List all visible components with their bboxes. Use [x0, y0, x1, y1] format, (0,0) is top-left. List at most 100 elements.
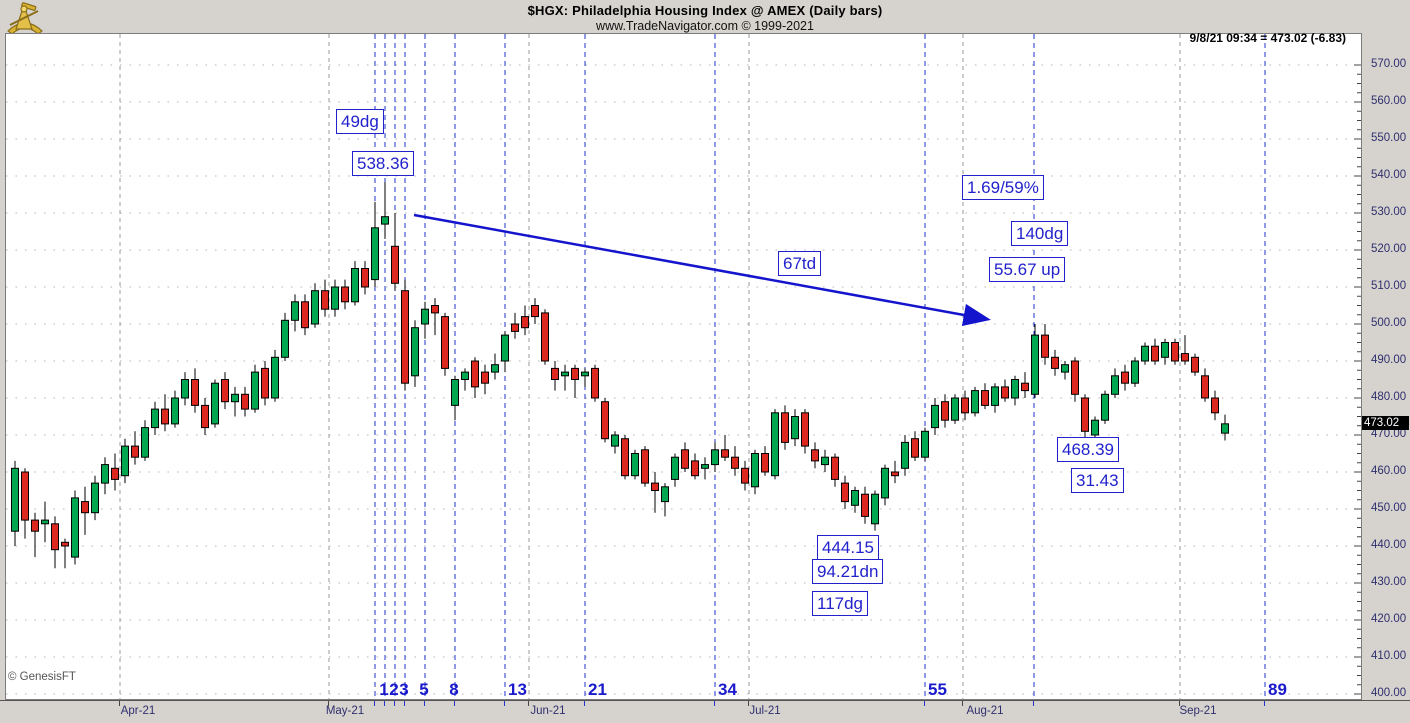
- candle-body-up: [1031, 334, 1039, 395]
- candle-body-down: [361, 268, 369, 288]
- candle-body-down: [321, 290, 329, 310]
- candle-body-down: [111, 467, 119, 480]
- candle-body-down: [731, 456, 739, 469]
- x-axis-tick: [384, 701, 385, 706]
- candle-body-down: [401, 290, 409, 384]
- annotation-label[interactable]: 444.15: [817, 535, 879, 560]
- candle-body-up: [181, 379, 189, 399]
- annotation-label[interactable]: 94.21dn: [812, 559, 884, 584]
- candle-body-down: [781, 412, 789, 443]
- candle-body-up: [1091, 419, 1099, 436]
- fib-day-number[interactable]: 3: [399, 680, 409, 699]
- downtrend-arrow[interactable]: [413, 213, 991, 327]
- fib-day-number[interactable]: 5: [419, 680, 429, 699]
- y-axis-label: 480.00: [1371, 391, 1407, 403]
- candle-body-down: [911, 438, 919, 458]
- candle-body-down: [761, 453, 769, 473]
- fib-day-number[interactable]: 13: [508, 680, 527, 699]
- candle-body-down: [621, 438, 629, 477]
- candle-body-down: [221, 379, 229, 403]
- x-axis-month-label: Jun-21: [530, 705, 566, 717]
- x-axis-tick: [962, 701, 963, 706]
- candle-body-up: [311, 290, 319, 325]
- candle-body-up: [1111, 375, 1119, 395]
- candle-body-up: [561, 371, 569, 377]
- candle-body-up: [91, 482, 99, 514]
- annotation-label[interactable]: 55.67 up: [989, 257, 1066, 282]
- candle-body-down: [861, 493, 869, 517]
- y-axis-label: 530.00: [1371, 206, 1407, 218]
- candle-body-up: [771, 412, 779, 477]
- annotation-label[interactable]: 538.36: [352, 151, 414, 176]
- candle-body-down: [651, 482, 659, 492]
- candle-body-up: [41, 519, 49, 525]
- candle-body-up: [351, 268, 359, 303]
- candle-body-down: [551, 367, 559, 380]
- candle-body-down: [531, 305, 539, 318]
- candle-body-down: [721, 449, 729, 458]
- candle-body-up: [491, 364, 499, 373]
- current-price-tag: 473.02: [1362, 415, 1409, 430]
- chart-plot-area[interactable]: [5, 33, 1362, 700]
- fib-day-number[interactable]: 55: [928, 680, 947, 699]
- candle-body-up: [701, 464, 709, 469]
- candle-body-down: [431, 305, 439, 314]
- fib-day-number[interactable]: 89: [1268, 680, 1287, 699]
- candle-body-up: [381, 216, 389, 225]
- candle-body-up: [631, 453, 639, 477]
- y-axis-label: 470.00: [1371, 428, 1407, 440]
- candle-body-up: [371, 227, 379, 281]
- x-axis-month-label: Apr-21: [120, 705, 156, 717]
- candle-body-up: [971, 390, 979, 414]
- candle-body-up: [1161, 342, 1169, 358]
- y-axis-label: 500.00: [1371, 317, 1407, 329]
- candle-body-down: [841, 482, 849, 503]
- candle-body-up: [151, 408, 159, 429]
- candle-body-up: [11, 467, 19, 532]
- x-axis-tick: [394, 701, 395, 706]
- x-axis-strip: [0, 700, 1410, 723]
- fib-day-number[interactable]: 1: [379, 680, 389, 699]
- fib-day-number[interactable]: 2: [389, 680, 399, 699]
- y-axis-label: 450.00: [1371, 502, 1407, 514]
- fib-day-number[interactable]: 8: [449, 680, 459, 699]
- candle-body-down: [541, 312, 549, 362]
- x-axis-month-label: Jul-21: [749, 705, 781, 717]
- candle-body-down: [981, 390, 989, 406]
- x-axis-tick: [454, 701, 455, 706]
- x-axis-tick: [504, 701, 505, 706]
- x-axis-tick: [328, 701, 329, 706]
- candle-body-down: [1071, 360, 1079, 395]
- candle-body-down: [201, 404, 209, 429]
- chart-title: $HGX: Philadelphia Housing Index @ AMEX …: [527, 3, 883, 18]
- candle-body-up: [281, 319, 289, 358]
- candle-body-up: [871, 493, 879, 525]
- x-axis-month-label: Aug-21: [966, 705, 1004, 717]
- candle-body-down: [241, 393, 249, 410]
- candle-body-down: [161, 408, 169, 425]
- candle-body-down: [61, 541, 69, 547]
- candle-body-down: [831, 456, 839, 480]
- annotation-label[interactable]: 67td: [778, 251, 822, 276]
- annotation-label[interactable]: 1.69/59%: [962, 175, 1044, 200]
- fib-day-number[interactable]: 21: [588, 680, 607, 699]
- annotation-label[interactable]: 117dg: [812, 591, 869, 616]
- candle-body-up: [421, 308, 429, 325]
- annotation-label[interactable]: 31.43: [1071, 468, 1124, 493]
- x-axis-tick: [528, 701, 529, 706]
- candle-body-down: [51, 523, 59, 551]
- last-quote-readout: 9/8/21 09:34 = 473.02 (-6.83): [1189, 31, 1346, 45]
- annotation-label[interactable]: 140dg: [1011, 221, 1069, 246]
- annotation-label[interactable]: 468.39: [1057, 437, 1119, 462]
- candle-body-down: [691, 460, 699, 477]
- candle-body-down: [31, 519, 39, 532]
- fib-day-number[interactable]: 34: [718, 680, 737, 699]
- annotation-label[interactable]: 49dg: [336, 109, 384, 134]
- y-axis-label: 540.00: [1371, 169, 1407, 181]
- candle-body-down: [941, 401, 949, 421]
- candle-body-down: [1151, 345, 1159, 362]
- candle-body-up: [711, 449, 719, 466]
- y-axis-label: 570.00: [1371, 58, 1407, 70]
- chart-header: $HGX: Philadelphia Housing Index @ AMEX …: [0, 0, 1410, 33]
